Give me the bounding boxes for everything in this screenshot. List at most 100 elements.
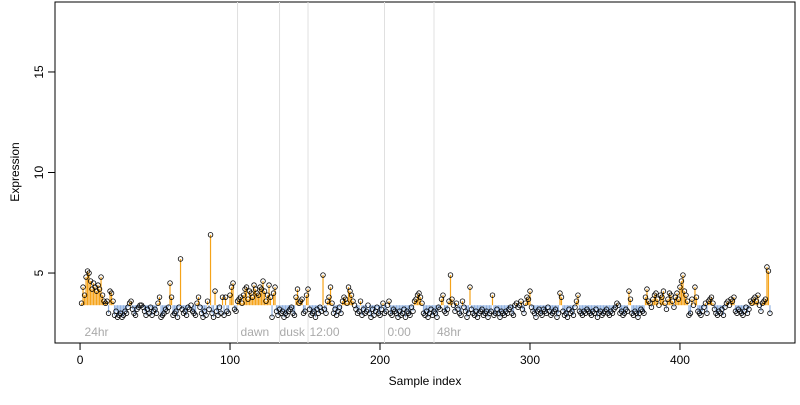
y-tick-label: 15 xyxy=(32,65,46,79)
point xyxy=(437,306,443,312)
point xyxy=(168,294,175,300)
annotation: 12:00 xyxy=(310,325,340,339)
point xyxy=(447,272,454,278)
point xyxy=(80,284,86,290)
point xyxy=(243,284,250,290)
point xyxy=(269,314,275,320)
point xyxy=(98,274,104,280)
point xyxy=(573,298,580,304)
point xyxy=(572,304,578,310)
point xyxy=(377,312,383,318)
point xyxy=(680,272,686,278)
point xyxy=(467,284,473,290)
point xyxy=(155,300,161,306)
point xyxy=(704,310,710,316)
point xyxy=(255,292,262,298)
point xyxy=(263,298,269,304)
point xyxy=(419,300,425,306)
point xyxy=(233,308,239,314)
point xyxy=(690,302,697,308)
point xyxy=(267,294,274,300)
point xyxy=(641,310,647,316)
point xyxy=(210,314,217,320)
point xyxy=(575,292,581,298)
point xyxy=(683,292,689,298)
point xyxy=(306,306,313,312)
x-axis-label: Sample index xyxy=(389,374,462,388)
point xyxy=(320,272,326,278)
point xyxy=(338,310,344,316)
point xyxy=(212,288,218,294)
point xyxy=(555,310,562,316)
point xyxy=(197,304,203,310)
point xyxy=(356,308,362,314)
point xyxy=(615,302,622,308)
point xyxy=(726,302,733,308)
point xyxy=(378,306,385,312)
point xyxy=(291,312,298,318)
x-tick-label: 100 xyxy=(220,353,240,367)
point xyxy=(527,288,533,294)
x-tick-label: 200 xyxy=(370,353,390,367)
point xyxy=(389,312,395,318)
point xyxy=(249,294,256,300)
point xyxy=(518,298,524,304)
point xyxy=(177,256,184,262)
x-tick-label: 300 xyxy=(520,353,540,367)
point xyxy=(147,304,154,310)
point xyxy=(708,294,715,300)
point xyxy=(434,314,440,320)
point xyxy=(105,310,112,316)
point xyxy=(440,292,446,298)
point xyxy=(497,314,503,320)
point xyxy=(386,298,392,304)
point xyxy=(78,300,85,306)
point xyxy=(687,310,694,316)
point xyxy=(539,312,545,318)
point xyxy=(693,294,700,300)
point xyxy=(123,310,130,316)
point xyxy=(684,298,691,304)
point xyxy=(222,294,229,300)
point xyxy=(132,312,139,318)
point xyxy=(293,294,299,300)
point xyxy=(627,296,634,302)
point xyxy=(383,308,389,314)
point xyxy=(173,308,179,314)
point xyxy=(327,284,334,290)
point xyxy=(488,308,494,314)
point xyxy=(270,290,277,296)
annotation: 24hr xyxy=(85,325,109,339)
point xyxy=(648,304,655,310)
point xyxy=(720,312,727,318)
point xyxy=(188,302,194,308)
point xyxy=(675,296,682,302)
point xyxy=(407,312,413,318)
point xyxy=(216,304,223,310)
point xyxy=(110,298,116,304)
point xyxy=(294,286,301,292)
point xyxy=(156,294,163,300)
point xyxy=(746,306,752,312)
point xyxy=(593,306,599,312)
point xyxy=(755,292,761,298)
point xyxy=(449,296,455,302)
point xyxy=(677,284,683,290)
point xyxy=(104,298,110,304)
point xyxy=(219,294,226,300)
point xyxy=(668,292,674,298)
point xyxy=(303,292,310,298)
point xyxy=(570,312,577,318)
point xyxy=(245,296,251,302)
point xyxy=(204,298,211,304)
point xyxy=(558,294,565,300)
point xyxy=(203,312,209,318)
point xyxy=(336,304,343,310)
point xyxy=(642,294,649,300)
point xyxy=(348,292,355,298)
point xyxy=(479,306,485,312)
x-tick-label: 400 xyxy=(670,353,690,367)
point xyxy=(108,290,115,296)
point xyxy=(510,312,517,318)
